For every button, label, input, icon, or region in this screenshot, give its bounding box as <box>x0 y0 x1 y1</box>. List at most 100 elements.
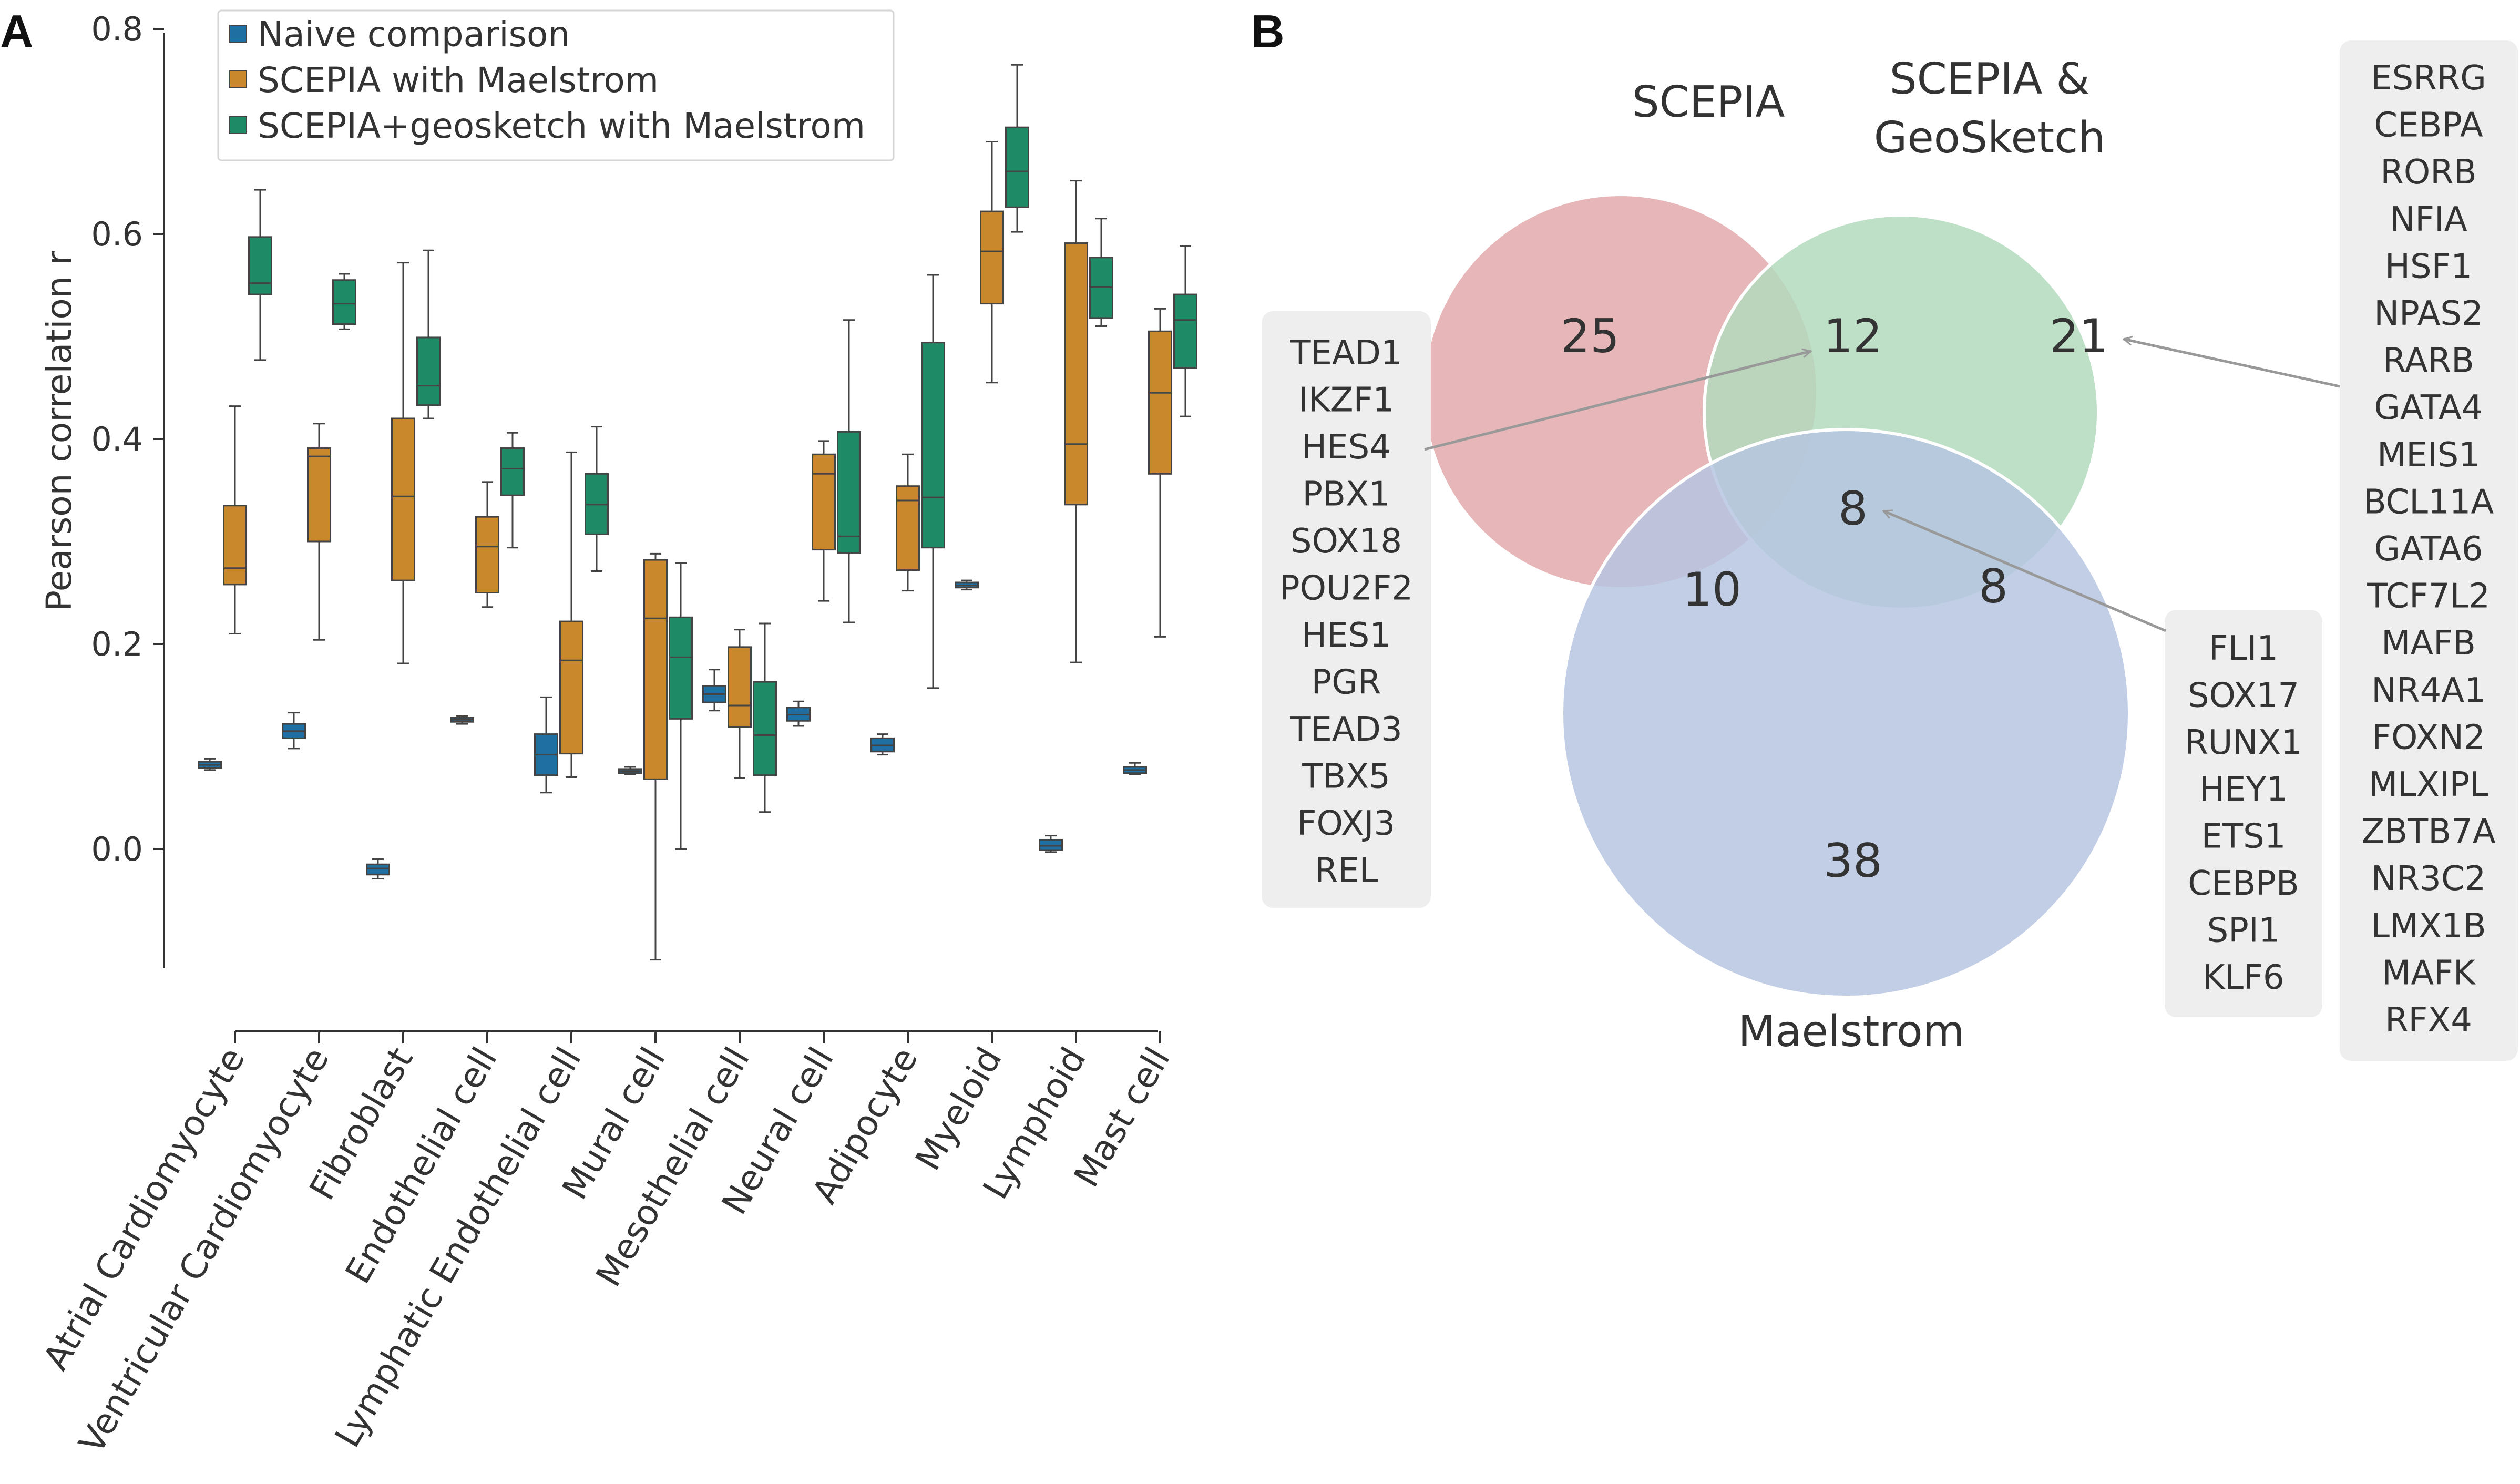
gene-box-right-background <box>2340 40 2518 1061</box>
venn-count-all-three: 8 <box>1838 482 1868 536</box>
legend-swatch-naive <box>229 25 247 43</box>
gene-label: HES1 <box>1302 616 1391 655</box>
gene-label: HEY1 <box>2199 770 2288 809</box>
box-body <box>896 485 920 571</box>
box-mark <box>282 712 306 750</box>
box-body <box>643 559 668 780</box>
venn-count-scepia-only: 25 <box>1561 309 1620 363</box>
box-mark <box>1064 180 1088 663</box>
box-body <box>837 431 861 554</box>
x-tick-label: Mesothelial cell <box>588 1041 757 1294</box>
gene-label: IKZF1 <box>1298 381 1394 420</box>
gene-label: MEIS1 <box>2377 436 2480 475</box>
gene-box-middle: FLI1 SOX17 RUNX1 HEY1 ETS1 CEBPB SPI1 KLF6 <box>2165 610 2322 1017</box>
gene-label: POU2F2 <box>1279 569 1413 608</box>
box-body <box>223 505 247 586</box>
box-body <box>1005 126 1029 208</box>
gene-label: SPI1 <box>2207 911 2280 950</box>
gene-label: NR3C2 <box>2371 859 2486 898</box>
box-mark <box>198 758 222 771</box>
gene-label: TEAD1 <box>1289 334 1402 373</box>
legend-label-scepia: SCEPIA with Maelstrom <box>258 60 659 100</box>
gene-label: NPAS2 <box>2374 294 2483 333</box>
gene-label: GATA6 <box>2374 530 2483 569</box>
gene-label: RARB <box>2383 342 2474 381</box>
y-tick-label: 0.4 <box>91 420 143 458</box>
gene-label: NFIA <box>2390 200 2467 239</box>
box-mark <box>500 432 525 549</box>
gene-label: CEBPA <box>2374 106 2483 145</box>
box-body <box>332 279 356 325</box>
gene-box-left-background <box>1262 311 1431 908</box>
gene-label: MAFK <box>2382 954 2476 992</box>
box-mark <box>366 858 390 880</box>
box-body <box>669 616 693 720</box>
venn-label-geosketch-line1: SCEPIA & <box>1890 54 2090 104</box>
panel-b-label: B <box>1251 5 1285 57</box>
gene-label: CEBPB <box>2188 864 2299 903</box>
box-mark <box>955 579 979 591</box>
box-mark <box>896 453 920 592</box>
box-mark <box>921 274 945 689</box>
y-tick-label: 0.2 <box>91 625 143 663</box>
gene-label: BCL11A <box>2363 483 2494 521</box>
arrow-right-to-twentyone <box>2124 339 2340 388</box>
box-mark <box>391 262 415 664</box>
legend-label-naive: Naive comparison <box>258 14 570 55</box>
box-mark <box>812 440 836 602</box>
box-mark <box>728 629 752 779</box>
box-mark <box>643 552 668 961</box>
box-body <box>307 447 331 543</box>
box-body <box>248 236 272 295</box>
box-mark <box>248 189 272 361</box>
gene-label: LMX1B <box>2371 907 2486 946</box>
y-axis-label: Pearson correlation r <box>39 250 79 611</box>
box-mark <box>786 700 811 727</box>
box-body <box>812 453 836 551</box>
box-mark <box>1005 64 1029 233</box>
gene-label: RUNX1 <box>2185 723 2302 762</box>
venn-count-scepia-maelstrom: 10 <box>1683 562 1742 617</box>
legend-frame <box>217 9 895 161</box>
gene-label: HES4 <box>1302 428 1391 467</box>
box-mark <box>669 562 693 850</box>
gene-label: PGR <box>1312 663 1381 702</box>
box-body <box>1064 242 1088 506</box>
y-ticks: 0.0 0.2 0.4 0.6 0.8 <box>91 10 164 868</box>
boxes <box>198 64 1197 961</box>
x-tick-label: Endothelial cell <box>337 1041 505 1291</box>
venn-count-geosketch-only: 21 <box>2050 309 2108 363</box>
box-mark <box>980 141 1004 384</box>
box-mark <box>559 451 583 778</box>
venn-label-scepia: SCEPIA <box>1632 77 1785 127</box>
gene-list-middle: FLI1 SOX17 RUNX1 HEY1 ETS1 CEBPB SPI1 KLF6 <box>2185 629 2302 997</box>
gene-label: MAFB <box>2381 624 2476 663</box>
gene-label: FOXN2 <box>2372 718 2485 757</box>
gene-label: ZBTB7A <box>2361 813 2495 852</box>
box-body <box>980 210 1004 305</box>
venn-count-scepia-geosketch: 12 <box>1824 309 1882 363</box>
gene-label: ETS1 <box>2201 817 2286 856</box>
arrow-middle-to-eight <box>1883 511 2166 632</box>
gene-label: RFX4 <box>2385 1001 2472 1040</box>
gene-label: KLF6 <box>2203 958 2284 997</box>
gene-label: FLI1 <box>2209 629 2278 668</box>
gene-label: REL <box>1315 852 1378 891</box>
gene-label: FOXJ3 <box>1297 804 1396 843</box>
gene-box-left: TEAD1 IKZF1 HES4 PBX1 SOX18 POU2F2 HES1 PGR TEAD… <box>1262 311 1431 908</box>
gene-label: NR4A1 <box>2371 671 2486 710</box>
venn-label-geosketch-line2: GeoSketch <box>1874 113 2105 163</box>
gene-label: MLXIPL <box>2369 765 2488 804</box>
gene-box-right: ESRRG CEBPA RORB NFIA HSF1 NPAS2 RARB GATA4 MEIS… <box>2340 40 2518 1061</box>
gene-label: GATA4 <box>2374 388 2483 427</box>
box-mark <box>1123 762 1147 775</box>
box-mark <box>534 696 558 794</box>
venn-count-geosketch-maelstrom: 8 <box>1979 559 2008 613</box>
box-body <box>366 863 390 876</box>
box-mark <box>450 715 474 725</box>
box-mark <box>753 622 777 813</box>
legend-swatch-scepia <box>229 70 247 88</box>
legend: Naive comparison SCEPIA with Maelstrom S… <box>217 9 895 161</box>
